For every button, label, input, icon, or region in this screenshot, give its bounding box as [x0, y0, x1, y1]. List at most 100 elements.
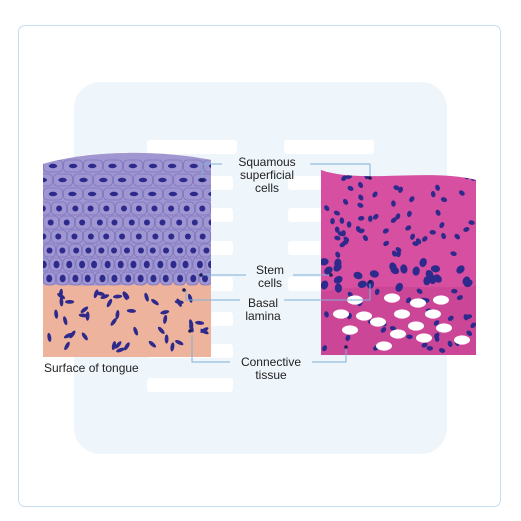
epithelial-cell — [203, 215, 211, 230]
cell-nucleus — [59, 247, 66, 254]
cell-nucleus — [104, 260, 111, 269]
cell-nucleus — [191, 219, 198, 226]
label-stem-cells: Stem cells — [255, 263, 284, 290]
adipose-void — [394, 309, 410, 319]
fibroblast-nucleus — [80, 306, 89, 313]
fibroblast-nucleus — [64, 341, 70, 351]
fibroblast-nucleus — [106, 298, 113, 308]
cell-nucleus — [68, 163, 78, 169]
cell-nucleus — [183, 205, 190, 212]
cell-nucleus — [199, 205, 206, 212]
cell-nucleus — [48, 191, 58, 197]
cell-nucleus — [177, 274, 184, 283]
micrograph-nucleus — [463, 226, 470, 232]
cell-nucleus — [182, 260, 189, 269]
cell-nucleus — [199, 233, 206, 240]
micrograph-nucleus — [434, 332, 440, 339]
cell-nucleus — [59, 274, 66, 283]
micrograph-nucleus — [415, 238, 422, 245]
fibroblast-nucleus — [93, 289, 99, 299]
cell-nucleus — [79, 260, 86, 269]
micrograph-nucleus — [433, 274, 442, 283]
cell-nucleus — [63, 219, 70, 226]
micrograph-nucleus — [447, 315, 454, 321]
micrograph-nucleus — [430, 190, 436, 198]
label-squamous-superficial-cells: Squamous superficial cells — [238, 155, 296, 195]
fibroblast-nucleus — [64, 299, 75, 304]
cell-nucleus — [96, 219, 103, 226]
adipose-void — [342, 325, 358, 335]
tongue-surface-illustration — [43, 152, 211, 357]
cell-nucleus — [190, 247, 197, 254]
cell-nucleus — [176, 219, 183, 226]
micrograph-nucleus — [333, 275, 343, 284]
cell-nucleus — [87, 191, 97, 197]
cell-nucleus — [43, 205, 46, 212]
micrograph-nucleus — [368, 215, 373, 222]
cell-nucleus — [163, 247, 170, 254]
micrograph-nucleus — [470, 322, 476, 329]
fibroblast-nucleus — [110, 318, 117, 326]
cell-nucleus — [58, 177, 67, 183]
micrograph-nucleus — [458, 190, 465, 196]
cell-nucleus — [128, 163, 138, 169]
fibroblast-nucleus — [57, 293, 66, 300]
epithelial-cell — [43, 257, 50, 272]
epithelial-cell — [205, 257, 211, 272]
micrograph-nucleus — [456, 295, 463, 301]
epithelial-cell — [203, 187, 211, 201]
micrograph-nucleus — [324, 205, 330, 212]
fibroblast-nucleus — [54, 309, 59, 319]
cell-nucleus — [120, 205, 127, 212]
micrograph-nucleus — [380, 327, 387, 333]
cell-nucleus — [56, 205, 63, 212]
cell-nucleus — [130, 260, 137, 269]
cell-nucleus — [168, 233, 175, 240]
micrograph-nucleus — [419, 257, 427, 267]
micrograph-nucleus — [358, 228, 365, 234]
micrograph-nucleus — [409, 196, 415, 203]
micrograph-nucleus — [362, 235, 369, 242]
micrograph-nucleus — [422, 236, 428, 242]
cell-nucleus — [43, 260, 47, 269]
cell-nucleus — [137, 274, 144, 283]
cell-nucleus — [46, 274, 53, 283]
micrograph-nucleus — [334, 235, 341, 241]
epithelial-cell — [43, 173, 53, 187]
fibroblast-nucleus — [160, 310, 170, 315]
epithelial-cell — [43, 201, 51, 216]
cell-nucleus — [71, 233, 78, 240]
micrograph-nucleus — [439, 222, 445, 229]
cell-nucleus — [143, 260, 150, 269]
micrograph-nucleus — [347, 185, 354, 191]
adipose-void — [376, 341, 392, 351]
cell-nucleus — [87, 205, 94, 212]
micrograph-nucleus — [451, 288, 458, 294]
fibroblast-nucleus — [69, 330, 76, 339]
label-connective-tissue: Connective tissue — [240, 355, 302, 382]
adipose-void — [356, 311, 372, 321]
cell-nucleus — [168, 191, 178, 197]
cell-nucleus — [152, 233, 159, 240]
cell-nucleus — [177, 247, 184, 254]
fibroblast-nucleus — [126, 308, 136, 313]
cell-nucleus — [85, 247, 92, 254]
epithelial-cell — [43, 229, 51, 244]
micrograph-nucleus — [358, 181, 364, 189]
micrograph-nucleus — [343, 236, 350, 243]
cell-nucleus — [170, 260, 177, 269]
fibroblast-nucleus — [123, 342, 130, 351]
micrograph-nucleus — [406, 334, 413, 340]
cell-nucleus — [79, 177, 88, 183]
cell-nucleus — [99, 177, 108, 183]
micrograph-nucleus — [357, 202, 364, 208]
fibroblast-nucleus — [115, 310, 120, 320]
fibroblast-nucleus — [170, 342, 175, 352]
micrograph-nucleus — [429, 230, 436, 235]
micrograph-nucleus — [426, 346, 434, 351]
cell-nucleus — [208, 260, 211, 269]
micrograph-nucleus — [456, 265, 465, 274]
cell-nucleus — [103, 205, 110, 212]
micrograph-nucleus — [345, 334, 351, 342]
micrograph-nucleus — [423, 276, 431, 286]
